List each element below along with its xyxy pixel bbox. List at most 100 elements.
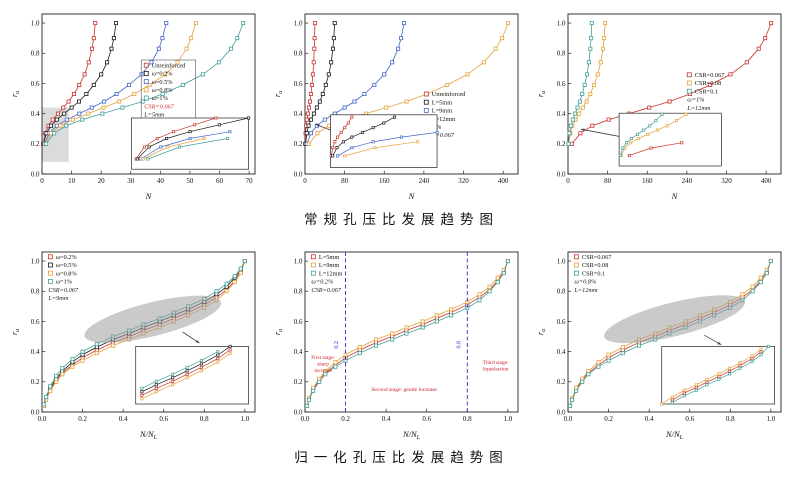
svg-text:0.0: 0.0 <box>294 408 303 416</box>
caption-normalized: 归一化孔压比发展趋势图 <box>294 450 509 466</box>
svg-text:ω=0.8%: ω=0.8% <box>152 87 174 94</box>
svg-text:0.6: 0.6 <box>557 80 566 88</box>
svg-text:0.4: 0.4 <box>119 415 128 423</box>
svg-text:30: 30 <box>127 177 135 185</box>
svg-text:ω=1%: ω=1% <box>56 279 73 286</box>
svg-text:400: 400 <box>761 177 772 185</box>
svg-text:N/NL: N/NL <box>665 429 684 441</box>
svg-text:0.6: 0.6 <box>31 318 40 326</box>
svg-text:N: N <box>408 191 416 201</box>
svg-text:0.2: 0.2 <box>334 341 340 349</box>
svg-text:0.6: 0.6 <box>294 80 303 88</box>
svg-text:1.0: 1.0 <box>294 19 303 27</box>
svg-text:320: 320 <box>458 177 469 185</box>
svg-text:L=9mm: L=9mm <box>47 295 68 302</box>
svg-text:0.6: 0.6 <box>294 318 303 326</box>
svg-text:L=12mm: L=12mm <box>432 116 456 123</box>
svg-text:N/NL: N/NL <box>402 429 421 441</box>
svg-text:CSR=0.067: CSR=0.067 <box>695 72 725 79</box>
svg-text:70: 70 <box>246 177 254 185</box>
chart-conventional-fiber-length: 0 80 160 240 320 400 0.0 0.2 0.4 0.6 0.8 1.0 Nru Unre… <box>272 6 525 204</box>
svg-text:ω=0.8%: ω=0.8% <box>574 279 596 286</box>
svg-text:0.2: 0.2 <box>341 415 350 423</box>
svg-text:0.2: 0.2 <box>557 140 566 148</box>
svg-text:0.8: 0.8 <box>200 415 209 423</box>
svg-text:0.2: 0.2 <box>31 378 40 386</box>
chart-normalized-water-content: 0.0 0.2 0.4 0.6 0.8 1.0 0.0 0.2 0.4 0.6 0.8 1.0 N/NL… <box>9 244 262 442</box>
svg-text:0.8: 0.8 <box>456 341 462 349</box>
svg-text:0.0: 0.0 <box>38 415 47 423</box>
svg-text:L=12mm: L=12mm <box>573 287 598 294</box>
svg-text:ω=0.2%: ω=0.2% <box>56 254 78 261</box>
svg-text:0.2: 0.2 <box>31 140 40 148</box>
svg-text:0: 0 <box>566 177 570 185</box>
svg-text:0.6: 0.6 <box>422 415 431 423</box>
caption-conventional: 常规孔压比发展趋势图 <box>304 212 499 228</box>
svg-text:0.4: 0.4 <box>557 348 566 356</box>
svg-text:50: 50 <box>186 177 194 185</box>
svg-text:240: 240 <box>682 177 693 185</box>
svg-text:160: 160 <box>379 177 390 185</box>
svg-text:0.6: 0.6 <box>685 415 694 423</box>
svg-text:L=5mm: L=5mm <box>432 99 452 106</box>
svg-text:240: 240 <box>419 177 430 185</box>
svg-text:Second stage: gentle increase: Second stage: gentle increase <box>371 387 437 393</box>
svg-text:160: 160 <box>642 177 653 185</box>
svg-text:N: N <box>145 191 153 201</box>
svg-text:CSR=0.067: CSR=0.067 <box>48 287 78 294</box>
svg-text:ru: ru <box>535 91 547 97</box>
svg-text:0.8: 0.8 <box>31 50 40 58</box>
svg-text:L=12mm: L=12mm <box>686 105 711 112</box>
svg-text:0.8: 0.8 <box>557 288 566 296</box>
svg-text:0.0: 0.0 <box>557 170 566 178</box>
svg-text:1.0: 1.0 <box>557 257 566 265</box>
normalized-row: 0.0 0.2 0.4 0.6 0.8 1.0 0.0 0.2 0.4 0.6 0.8 1.0 N/NL… <box>8 244 789 442</box>
svg-text:0.0: 0.0 <box>564 415 573 423</box>
svg-text:0.4: 0.4 <box>294 348 303 356</box>
svg-text:0.2: 0.2 <box>294 378 303 386</box>
svg-text:0.8: 0.8 <box>557 50 566 58</box>
svg-text:ru: ru <box>9 329 21 335</box>
svg-text:0.6: 0.6 <box>31 80 40 88</box>
svg-text:0.4: 0.4 <box>557 110 566 118</box>
svg-text:80: 80 <box>604 177 612 185</box>
svg-text:80: 80 <box>341 177 349 185</box>
svg-text:400: 400 <box>498 177 509 185</box>
svg-text:ru: ru <box>272 329 284 335</box>
svg-text:40: 40 <box>157 177 165 185</box>
svg-text:ω=0.8%: ω=0.8% <box>56 270 78 277</box>
svg-text:ω=1%: ω=1% <box>152 95 169 102</box>
svg-text:1.0: 1.0 <box>31 19 40 27</box>
svg-text:0.4: 0.4 <box>294 110 303 118</box>
svg-text:Third stage:liquefaction: Third stage: liquefaction <box>483 360 509 372</box>
svg-text:ru: ru <box>9 91 21 97</box>
svg-text:0.0: 0.0 <box>31 408 40 416</box>
svg-text:0.8: 0.8 <box>294 50 303 58</box>
svg-text:0.4: 0.4 <box>645 415 654 423</box>
svg-text:0.4: 0.4 <box>382 415 391 423</box>
svg-text:0.8: 0.8 <box>726 415 735 423</box>
svg-text:0.0: 0.0 <box>31 170 40 178</box>
svg-text:CSR=0.1: CSR=0.1 <box>582 270 605 277</box>
svg-text:ru: ru <box>272 91 284 97</box>
svg-text:0.0: 0.0 <box>557 408 566 416</box>
svg-text:ru: ru <box>535 329 547 335</box>
svg-text:0.2: 0.2 <box>557 378 566 386</box>
svg-text:0.0: 0.0 <box>301 415 310 423</box>
svg-text:0.2: 0.2 <box>294 140 303 148</box>
svg-text:ω=0.2%: ω=0.2% <box>311 279 333 286</box>
svg-text:1.0: 1.0 <box>294 257 303 265</box>
svg-text:ω=0.5%: ω=0.5% <box>56 262 78 269</box>
svg-text:CSR=0.08: CSR=0.08 <box>695 80 721 87</box>
svg-text:0: 0 <box>40 177 44 185</box>
svg-text:10: 10 <box>68 177 76 185</box>
svg-text:0.0: 0.0 <box>294 170 303 178</box>
svg-text:L=5mm: L=5mm <box>143 112 164 119</box>
chart-normalized-csr: 0.0 0.2 0.4 0.6 0.8 1.0 0.0 0.2 0.4 0.6 0.8 1.0 N/NL… <box>535 244 788 442</box>
svg-text:Unreinforced: Unreinforced <box>432 91 466 98</box>
svg-text:0.6: 0.6 <box>557 318 566 326</box>
svg-text:N/NL: N/NL <box>139 429 158 441</box>
svg-text:Unreinforced: Unreinforced <box>152 62 186 69</box>
